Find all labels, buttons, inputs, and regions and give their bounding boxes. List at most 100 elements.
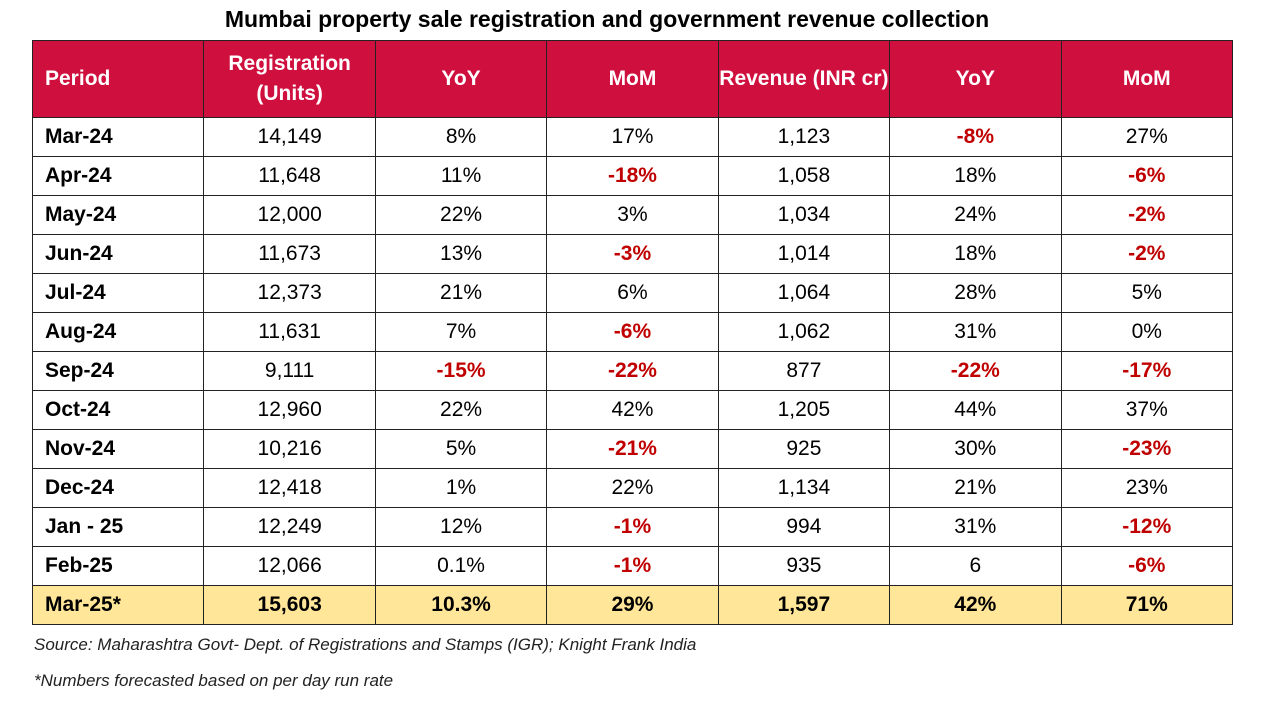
value-cell: 1,064	[717, 273, 891, 313]
value-cell: -6%	[1060, 156, 1234, 196]
value-cell: 935	[717, 546, 891, 586]
value-cell: 31%	[889, 507, 1062, 547]
value-cell: 1,205	[717, 390, 891, 430]
table-row: Nov-24 10,216 5% -21% 925 30% -23%	[31, 429, 1234, 469]
value-cell: 925	[717, 429, 891, 469]
table-row: Oct-24 12,960 22% 42% 1,205 44% 37%	[31, 390, 1234, 430]
value-cell: 0.1%	[374, 546, 548, 586]
value-cell: 18%	[889, 234, 1062, 274]
value-cell: 12,066	[203, 546, 376, 586]
value-cell: -1%	[546, 507, 719, 547]
table-row: Apr-24 11,648 11% -18% 1,058 18% -6%	[31, 156, 1234, 196]
value-cell: 22%	[374, 195, 548, 235]
value-cell: 6	[889, 546, 1062, 586]
table-row: Jul-24 12,373 21% 6% 1,064 28% 5%	[31, 273, 1234, 313]
value-cell: 11,631	[203, 312, 376, 352]
value-cell: 71%	[1060, 585, 1234, 625]
value-cell: -21%	[546, 429, 719, 469]
period-cell: Apr-24	[31, 156, 205, 196]
value-cell: 29%	[546, 585, 719, 625]
table-row: Feb-25 12,066 0.1% -1% 935 6 -6%	[31, 546, 1234, 586]
value-cell: 12,418	[203, 468, 376, 508]
value-cell: 1,123	[717, 117, 891, 157]
value-cell: 23%	[1060, 468, 1234, 508]
value-cell: -6%	[546, 312, 719, 352]
header-cell: MoM	[546, 40, 719, 118]
value-cell: 11%	[374, 156, 548, 196]
value-cell: 28%	[889, 273, 1062, 313]
table-row: Sep-24 9,111 -15% -22% 877 -22% -17%	[31, 351, 1234, 391]
value-cell: 27%	[1060, 117, 1234, 157]
table-row: Mar-24 14,149 8% 17% 1,123 -8% 27%	[31, 117, 1234, 157]
value-cell: -6%	[1060, 546, 1234, 586]
period-cell: Jun-24	[31, 234, 205, 274]
value-cell: 1,058	[717, 156, 891, 196]
value-cell: 1,034	[717, 195, 891, 235]
value-cell: 1%	[374, 468, 548, 508]
value-cell: 22%	[546, 468, 719, 508]
table-body: Mar-24 14,149 8% 17% 1,123 -8% 27% Apr-24 11,648…	[31, 117, 1234, 625]
table-row: Jan - 25 12,249 12% -1% 994 31% -12%	[31, 507, 1234, 547]
value-cell: 12,373	[203, 273, 376, 313]
period-cell: Nov-24	[31, 429, 205, 469]
period-cell: Jan - 25	[31, 507, 205, 547]
period-cell: Dec-24	[31, 468, 205, 508]
value-cell: 12,249	[203, 507, 376, 547]
value-cell: 17%	[546, 117, 719, 157]
value-cell: 994	[717, 507, 891, 547]
value-cell: 0%	[1060, 312, 1234, 352]
value-cell: 30%	[889, 429, 1062, 469]
source-note: Source: Maharashtra Govt- Dept. of Regis…	[34, 635, 697, 654]
header-cell: MoM	[1060, 40, 1234, 118]
value-cell: -22%	[889, 351, 1062, 391]
value-cell: 8%	[374, 117, 548, 157]
period-cell: Mar-24	[31, 117, 205, 157]
data-table: Period Registration (Units) YoY MoM Revenue …	[31, 40, 1234, 625]
period-cell: May-24	[31, 195, 205, 235]
value-cell: -12%	[1060, 507, 1234, 547]
period-cell: Sep-24	[31, 351, 205, 391]
period-cell: Feb-25	[31, 546, 205, 586]
period-cell: Aug-24	[31, 312, 205, 352]
value-cell: 21%	[374, 273, 548, 313]
value-cell: -22%	[546, 351, 719, 391]
value-cell: 24%	[889, 195, 1062, 235]
value-cell: 7%	[374, 312, 548, 352]
value-cell: -8%	[889, 117, 1062, 157]
header-cell: YoY	[889, 40, 1062, 118]
value-cell: -1%	[546, 546, 719, 586]
table-row: Dec-24 12,418 1% 22% 1,134 21% 23%	[31, 468, 1234, 508]
value-cell: 11,673	[203, 234, 376, 274]
value-cell: -2%	[1060, 234, 1234, 274]
value-cell: 13%	[374, 234, 548, 274]
value-cell: -15%	[374, 351, 548, 391]
value-cell: 3%	[546, 195, 719, 235]
value-cell: 6%	[546, 273, 719, 313]
value-cell: 44%	[889, 390, 1062, 430]
title: Mumbai property sale registration and go…	[224, 6, 990, 32]
header-cell: Registration (Units)	[203, 40, 376, 118]
header-cell: Period	[31, 40, 205, 118]
value-cell: 1,062	[717, 312, 891, 352]
value-cell: 22%	[374, 390, 548, 430]
footnote: *Numbers forecasted based on per day run…	[34, 671, 394, 690]
value-cell: 12,000	[203, 195, 376, 235]
value-cell: 5%	[1060, 273, 1234, 313]
value-cell: 37%	[1060, 390, 1234, 430]
value-cell: 5%	[374, 429, 548, 469]
value-cell: -2%	[1060, 195, 1234, 235]
period-cell: Oct-24	[31, 390, 205, 430]
table-row: Aug-24 11,631 7% -6% 1,062 31% 0%	[31, 312, 1234, 352]
value-cell: 9,111	[203, 351, 376, 391]
header-cell: YoY	[374, 40, 548, 118]
table-row: Jun-24 11,673 13% -3% 1,014 18% -2%	[31, 234, 1234, 274]
value-cell: 1,134	[717, 468, 891, 508]
value-cell: 12%	[374, 507, 548, 547]
value-cell: 877	[717, 351, 891, 391]
value-cell: -18%	[546, 156, 719, 196]
value-cell: 12,960	[203, 390, 376, 430]
value-cell: 10,216	[203, 429, 376, 469]
value-cell: 11,648	[203, 156, 376, 196]
value-cell: 42%	[546, 390, 719, 430]
